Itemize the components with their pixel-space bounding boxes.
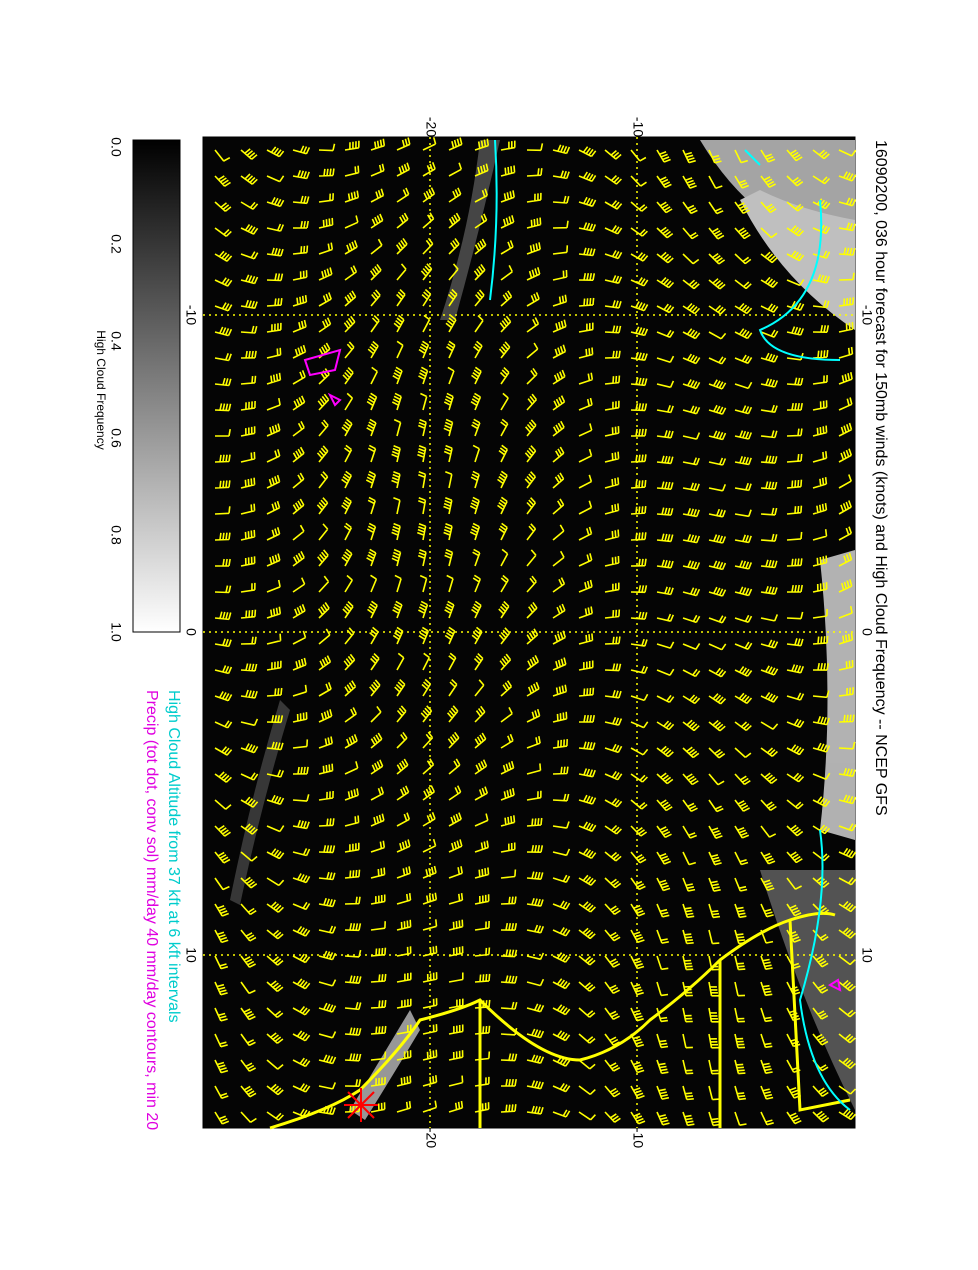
colorbar-tick-label: 1.0	[108, 622, 124, 642]
lat-tick-label: 0	[859, 628, 875, 636]
grid-lines	[203, 137, 855, 1128]
colorbar-tick-label: 0.0	[108, 137, 124, 157]
lon-tick-label: -10	[630, 117, 646, 137]
colorbar-tick-label: 0.6	[108, 428, 124, 448]
legend-precip: Precip (tot dot, conv sol) mm/day 40 mm/…	[143, 690, 160, 1130]
lat-tick-label: 0	[183, 628, 199, 636]
storm-marker	[344, 1088, 378, 1122]
lat-tick-label: -10	[859, 305, 875, 325]
lon-tick-label: -20	[423, 1128, 439, 1148]
coastline	[269, 911, 851, 1130]
title: 16090200, 036 hour forecast for 150mb wi…	[872, 140, 889, 816]
legend-cloud-altitude: High Cloud Altitude from 37 kft at 6 kft…	[165, 690, 182, 1023]
lon-tick-label: -20	[423, 117, 439, 137]
colorbar	[132, 139, 181, 633]
colorbar-label: High Cloud Frequency	[94, 330, 108, 449]
colorbar-tick-label: 0.2	[108, 234, 124, 254]
colorbar-tick-label: 0.4	[108, 331, 124, 351]
lat-tick-label: 10	[859, 947, 875, 963]
contours	[303, 139, 851, 1111]
cloud-areas	[230, 140, 855, 1120]
lat-tick-label: -10	[183, 305, 199, 325]
lon-tick-label: -10	[630, 1128, 646, 1148]
lat-tick-label: 10	[183, 947, 199, 963]
colorbar-tick-label: 0.8	[108, 525, 124, 545]
